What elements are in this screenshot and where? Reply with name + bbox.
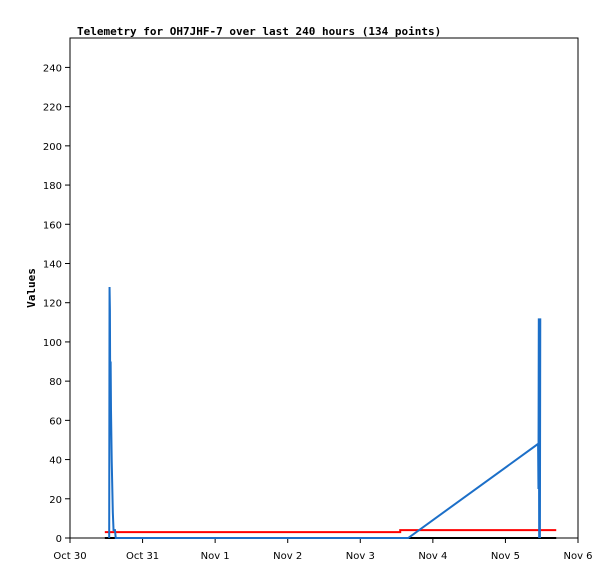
y-tick-label: 220 xyxy=(43,103,62,114)
y-tick-label: 60 xyxy=(49,416,62,427)
y-tick-label: 80 xyxy=(49,377,62,388)
y-tick-label: 200 xyxy=(43,142,62,153)
data-line xyxy=(104,529,557,534)
chart-title: Telemetry for OH7JHF-7 over last 240 hou… xyxy=(77,25,441,38)
y-tick-label: 140 xyxy=(43,259,62,270)
y-tick-label: 40 xyxy=(49,456,62,467)
y-tick-label: 160 xyxy=(43,220,62,231)
y-tick-label: 120 xyxy=(43,299,62,310)
x-tick-label: Oct 30 xyxy=(53,551,86,562)
y-tick-label: 240 xyxy=(43,63,62,74)
x-tick-label: Nov 2 xyxy=(273,551,302,562)
x-tick-label: Oct 31 xyxy=(126,551,159,562)
x-tick-label: Nov 3 xyxy=(346,551,375,562)
y-tick-label: 0 xyxy=(56,534,62,545)
x-tick-label: Nov 5 xyxy=(491,551,520,562)
x-tick-label: Nov 1 xyxy=(201,551,230,562)
data-line xyxy=(108,287,542,539)
y-tick-label: 100 xyxy=(43,338,62,349)
y-tick-label: 180 xyxy=(43,181,62,192)
y-tick-label: 20 xyxy=(49,495,62,506)
x-tick-label: Nov 6 xyxy=(563,551,592,562)
y-axis-label: Values xyxy=(25,268,38,308)
x-tick-label: Nov 4 xyxy=(418,551,447,562)
